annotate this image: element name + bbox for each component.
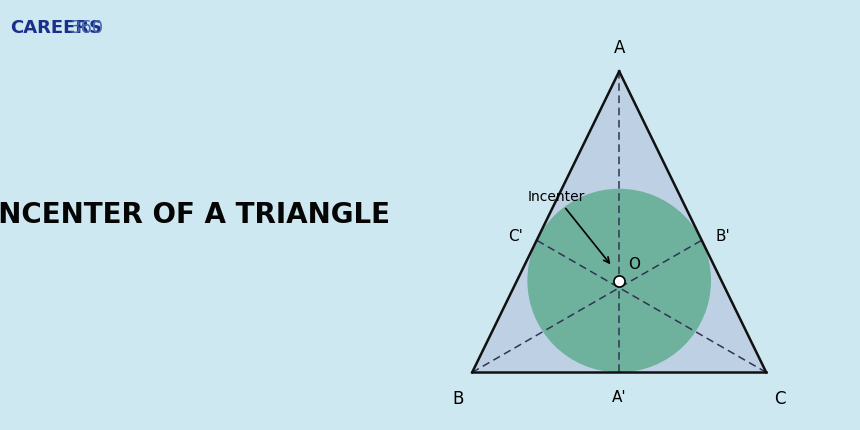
Text: INCENTER OF A TRIANGLE: INCENTER OF A TRIANGLE: [0, 201, 390, 229]
Text: B': B': [716, 229, 730, 244]
Text: O: O: [628, 257, 640, 272]
Text: Incenter: Incenter: [527, 190, 609, 263]
Text: C': C': [507, 229, 523, 244]
Polygon shape: [472, 71, 766, 372]
Text: C: C: [775, 390, 786, 408]
Circle shape: [527, 189, 711, 372]
Text: 360: 360: [69, 19, 103, 37]
Text: CAREERS: CAREERS: [10, 19, 102, 37]
Text: B: B: [452, 390, 464, 408]
Text: A': A': [611, 390, 627, 405]
Text: A: A: [613, 39, 625, 57]
